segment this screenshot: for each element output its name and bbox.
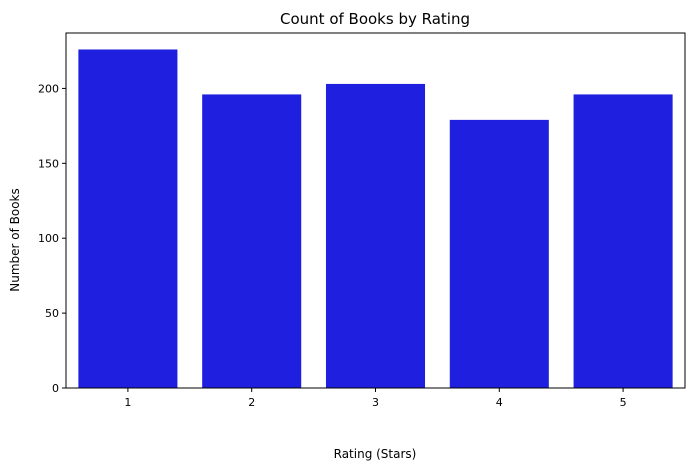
y-tick-label: 200 — [38, 82, 59, 95]
x-tick-label: 5 — [620, 396, 627, 409]
x-axis-label: Rating (Stars) — [334, 447, 417, 461]
y-tick-label: 150 — [38, 157, 59, 170]
x-axis: 1 2 3 4 5 — [124, 388, 627, 409]
x-tick-label: 3 — [372, 396, 379, 409]
y-axis-label: Number of Books — [8, 188, 22, 292]
y-tick-label: 100 — [38, 232, 59, 245]
x-tick-label: 4 — [496, 396, 503, 409]
bars-group — [78, 49, 673, 389]
bar-rating-3 — [325, 83, 426, 388]
y-tick-label: 50 — [45, 307, 59, 320]
bar-rating-4 — [449, 119, 549, 389]
bar-rating-2 — [202, 94, 302, 388]
bar-rating-5 — [573, 94, 673, 388]
x-tick-label: 2 — [248, 396, 255, 409]
chart-title: Count of Books by Rating — [280, 10, 470, 28]
y-axis: 0 50 100 150 200 — [38, 82, 66, 395]
y-tick-label: 0 — [52, 382, 59, 395]
plot-frame — [65, 32, 686, 389]
bar-rating-1 — [78, 49, 178, 388]
x-tick-label: 1 — [124, 396, 131, 409]
